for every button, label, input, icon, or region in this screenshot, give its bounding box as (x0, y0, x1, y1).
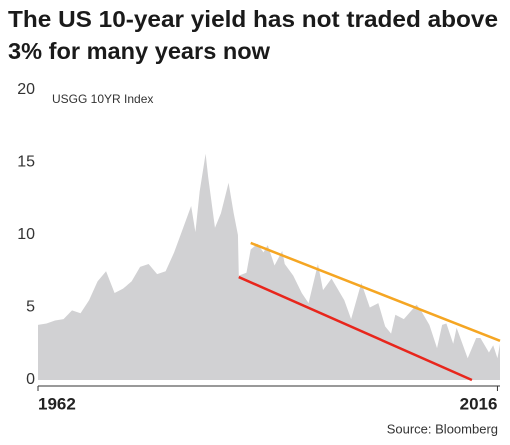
trend-line (238, 275, 473, 382)
chart-title: The US 10-year yield has not traded abov… (8, 6, 498, 32)
source: Source: Bloomberg (387, 421, 498, 436)
area (38, 153, 500, 380)
series-label: USGG 10YR Index (52, 92, 153, 106)
y-tick-label: 15 (17, 154, 35, 171)
y-tick-label: 5 (26, 299, 35, 316)
y-tick-label: 10 (17, 226, 35, 243)
x-tick-label: 2016 (460, 394, 498, 413)
x-tick-label: 1962 (38, 394, 76, 413)
y-tick-label: 0 (26, 371, 35, 388)
trend-line (250, 241, 501, 343)
chart-title: 3% for many years now (8, 38, 270, 64)
y-tick-label: 20 (17, 81, 35, 98)
